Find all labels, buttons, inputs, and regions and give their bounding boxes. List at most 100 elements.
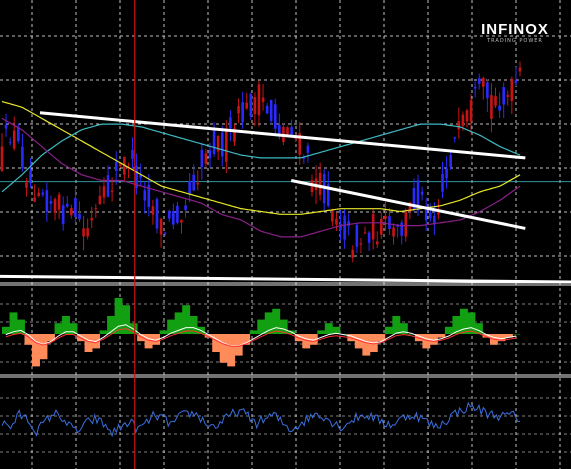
candle-body xyxy=(428,212,432,219)
histogram-bar-positive xyxy=(384,326,393,334)
histogram-bar-negative xyxy=(354,334,363,349)
candle-body xyxy=(90,218,94,221)
histogram-bar-positive xyxy=(392,316,401,334)
histogram-bar-positive xyxy=(399,323,408,334)
histogram-bar-negative xyxy=(362,334,371,356)
candle-body xyxy=(8,142,12,144)
candle-body xyxy=(98,195,102,205)
candle-body xyxy=(220,132,224,157)
histogram-bar-positive xyxy=(467,312,476,334)
trendline-2 xyxy=(0,274,571,284)
candle-body xyxy=(200,149,204,168)
histogram-bar-positive xyxy=(99,330,108,334)
candle-body xyxy=(367,232,371,243)
histogram-bar-positive xyxy=(324,323,333,334)
histogram-bar-positive xyxy=(114,298,123,334)
candle-body xyxy=(12,130,16,149)
candle-body xyxy=(188,181,191,194)
oscillator-panel[interactable] xyxy=(1,401,520,438)
histogram-bar-positive xyxy=(444,326,453,334)
candle-body xyxy=(384,215,387,219)
candle-body xyxy=(233,128,236,142)
histogram-bar-negative xyxy=(437,334,446,338)
histogram-bar-positive xyxy=(317,330,326,334)
candle-body xyxy=(498,105,501,111)
candle-body xyxy=(208,150,212,158)
candle-body xyxy=(412,187,416,209)
candle-body xyxy=(400,222,404,236)
histogram-bar-positive xyxy=(249,330,258,334)
histogram-bar-positive xyxy=(107,316,116,334)
moving-average-yellow xyxy=(1,100,521,215)
logo-brand: INFINOX xyxy=(481,21,549,38)
candle-body xyxy=(143,190,147,201)
candle-body xyxy=(106,175,110,197)
histogram-bar-positive xyxy=(332,326,341,334)
oscillator-line xyxy=(1,401,520,438)
histogram-bar-negative xyxy=(497,334,506,342)
candle-body xyxy=(135,165,138,188)
candle-body xyxy=(61,205,65,225)
candle-body xyxy=(118,164,122,167)
candle-body xyxy=(172,210,175,225)
histogram-bar-negative xyxy=(302,334,311,349)
candle-body xyxy=(241,102,244,123)
histogram-bar-positive xyxy=(17,319,25,334)
histogram-bar-positive xyxy=(407,334,416,335)
candle-body xyxy=(102,186,106,198)
candle-body xyxy=(363,232,367,234)
candle-body xyxy=(139,175,142,178)
candle-body xyxy=(441,173,444,192)
candle-body xyxy=(110,190,114,192)
candle-body xyxy=(253,97,257,115)
histogram-bar-negative xyxy=(504,334,513,338)
candle-body xyxy=(331,209,334,222)
candle-body xyxy=(457,120,461,130)
candle-body xyxy=(371,213,375,240)
candle-body xyxy=(86,228,89,237)
candle-body xyxy=(65,203,69,207)
candle-body xyxy=(78,213,81,220)
candle-body xyxy=(70,207,73,216)
histogram-bar-negative xyxy=(32,334,40,367)
candle-body xyxy=(94,208,98,210)
moving-average-cyan xyxy=(1,123,521,193)
price-panel[interactable] xyxy=(0,61,571,284)
candle-body xyxy=(159,218,163,235)
candle-body xyxy=(298,133,302,155)
candle-body xyxy=(184,205,187,211)
candle-body xyxy=(57,194,61,210)
histogram-bar-negative xyxy=(234,334,243,356)
candle-body xyxy=(257,84,261,116)
candle-body xyxy=(196,182,200,185)
histogram-bar-negative xyxy=(429,334,438,345)
candle-body xyxy=(351,249,355,258)
macd-panel[interactable] xyxy=(2,298,521,367)
candle-body xyxy=(192,174,196,191)
candle-body xyxy=(494,96,497,106)
candle-body xyxy=(380,218,383,235)
histogram-bar-positive xyxy=(62,316,70,334)
histogram-bar-positive xyxy=(279,319,288,334)
histogram-bar-positive xyxy=(257,319,266,334)
candle-body xyxy=(49,200,53,204)
candle-body xyxy=(359,243,363,245)
candle-body xyxy=(375,241,379,245)
histogram-bar-positive xyxy=(69,323,78,334)
candle-body xyxy=(343,215,346,240)
candle-body xyxy=(502,87,505,105)
candle-body xyxy=(290,127,293,137)
candle-body xyxy=(0,146,4,172)
moving-average-purple xyxy=(1,117,521,238)
histogram-bar-negative xyxy=(482,334,491,338)
candle-body xyxy=(388,216,391,229)
candle-body xyxy=(302,157,306,159)
histogram-bar-negative xyxy=(219,334,228,363)
candle-body xyxy=(180,219,183,223)
candle-body xyxy=(306,145,310,153)
candle-body xyxy=(265,105,269,114)
signal-line-white xyxy=(5,324,517,347)
histogram-bar-positive xyxy=(189,316,198,334)
candle-body xyxy=(335,218,338,225)
